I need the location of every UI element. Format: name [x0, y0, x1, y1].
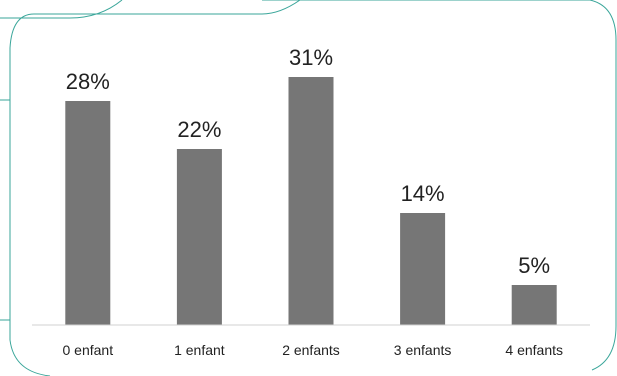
bar-4-enfants — [512, 285, 557, 325]
bar-0-enfant — [65, 101, 110, 325]
x-tick-label: 2 enfants — [282, 342, 340, 358]
data-label: 22% — [177, 117, 221, 142]
bars-group — [65, 77, 556, 325]
x-tick-label: 1 enfant — [174, 342, 225, 358]
bar-1-enfant — [177, 149, 222, 325]
data-label: 28% — [66, 69, 110, 94]
bar-2-enfants — [289, 77, 334, 325]
x-tick-label: 0 enfant — [62, 342, 113, 358]
x-tick-label: 3 enfants — [394, 342, 452, 358]
bar-3-enfants — [400, 213, 445, 325]
data-label: 5% — [518, 253, 550, 278]
x-tick-label: 4 enfants — [505, 342, 563, 358]
x-tick-labels-group: 0 enfant 1 enfant 2 enfants 3 enfants 4 enfa… — [62, 342, 563, 358]
data-label: 31% — [289, 45, 333, 70]
data-label: 14% — [401, 181, 445, 206]
